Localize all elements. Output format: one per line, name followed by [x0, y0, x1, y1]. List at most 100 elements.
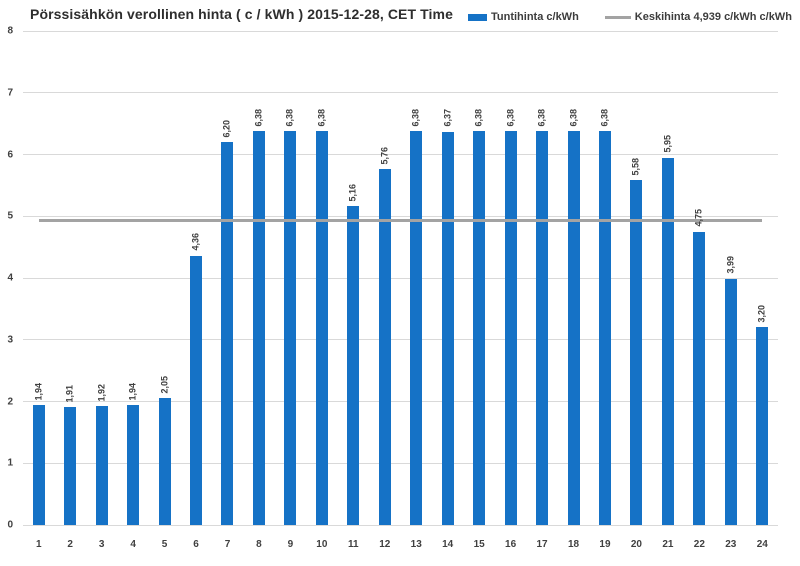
- bar: [536, 131, 549, 525]
- average-price-line: [38, 218, 763, 222]
- x-tick-label: 8: [256, 539, 262, 550]
- gridline: [23, 524, 778, 526]
- bar: [221, 142, 234, 525]
- bar: [693, 231, 706, 525]
- x-tick-label: 6: [193, 539, 199, 550]
- x-tick-label: 11: [348, 539, 359, 550]
- bar: [378, 169, 391, 525]
- legend-label-hourly-price: Tuntihinta c/kWh: [491, 11, 579, 23]
- x-tick-label: 2: [67, 539, 73, 550]
- bar: [190, 255, 203, 525]
- legend-item-average-price: Keskihinta 4,939 c/kWh c/kWh: [604, 11, 792, 23]
- bar-value-label: 6,38: [316, 108, 327, 127]
- y-tick-label: 5: [7, 210, 13, 222]
- gridline: [23, 401, 778, 402]
- bar-value-label: 6,38: [284, 108, 295, 127]
- x-tick-label: 22: [693, 539, 705, 550]
- bar-value-label: 6,38: [568, 108, 579, 127]
- x-tick-label: 14: [442, 539, 454, 550]
- bar: [64, 407, 77, 525]
- bar-value-label: 3,99: [725, 256, 736, 274]
- bar-value-label: 6,38: [410, 108, 421, 127]
- bar-value-label: 4,75: [693, 209, 704, 227]
- bar-value-label: 6,20: [221, 119, 232, 138]
- chart-title: Pörssisähkön verollinen hinta ( c / kWh …: [30, 6, 453, 22]
- plot-area: 0 1 2 3 4 5 6 7 8 1,94 1 1,91 2 1,92 3 1,94 4 2,05 5 4,36 6 6…: [7, 26, 778, 550]
- bar: [504, 131, 517, 525]
- bar-value-label: 1,91: [64, 384, 75, 403]
- bar: [473, 131, 486, 525]
- gridline: [23, 154, 778, 155]
- x-tick-label: 17: [536, 539, 548, 550]
- y-tick-label: 0: [7, 519, 13, 531]
- y-tick-label: 4: [7, 272, 13, 284]
- bar-value-label: 6,38: [253, 108, 264, 127]
- x-tick-label: 19: [599, 539, 611, 550]
- bar: [284, 131, 297, 525]
- x-tick-label: 15: [473, 539, 485, 550]
- bar: [32, 405, 45, 525]
- bar: [598, 131, 611, 525]
- gridline: [23, 92, 778, 94]
- bar-value-label: 6,37: [442, 109, 453, 127]
- bar-value-label: 5,76: [379, 146, 390, 165]
- bar-value-label: 6,38: [599, 108, 610, 127]
- bar-value-label: 6,38: [505, 108, 516, 127]
- gridline: [23, 462, 778, 464]
- y-tick-label: 3: [7, 334, 13, 346]
- bar-value-label: 1,94: [127, 382, 138, 401]
- bar-value-label: 1,92: [96, 383, 107, 402]
- x-tick-label: 20: [630, 539, 642, 550]
- bar: [630, 180, 643, 525]
- x-tick-label: 18: [567, 539, 580, 550]
- x-tick-label: 13: [410, 539, 422, 550]
- bar: [315, 131, 328, 525]
- bar: [410, 131, 423, 525]
- bar-value-label: 5,58: [630, 157, 641, 176]
- gridline: [23, 30, 778, 32]
- bar-value-label: 6,38: [473, 108, 484, 127]
- x-tick-label: 21: [662, 539, 674, 550]
- bar-value-label: 2,05: [159, 375, 170, 394]
- x-tick-label: 16: [505, 539, 517, 550]
- y-tick-label: 7: [7, 87, 13, 99]
- bar: [567, 131, 580, 525]
- bar-value-label: 4,36: [190, 233, 201, 251]
- bar: [127, 405, 140, 525]
- x-tick-label: 9: [287, 539, 294, 550]
- x-tick-label: 3: [98, 539, 105, 550]
- legend: Tuntihinta c/kWh Keskihinta 4,939 c/kWh …: [468, 11, 792, 23]
- y-tick-label: 8: [7, 25, 13, 37]
- x-tick-label: 5: [161, 539, 168, 550]
- y-tick-label: 1: [7, 457, 13, 469]
- legend-item-hourly-price: Tuntihinta c/kWh: [468, 11, 579, 23]
- gridline: [23, 277, 778, 279]
- bar-series-swatch-icon: [468, 13, 487, 21]
- bar: [724, 278, 737, 525]
- x-tick-label: 24: [756, 539, 768, 550]
- bar: [441, 131, 454, 525]
- bar-value-label: 1,94: [33, 382, 44, 401]
- line-series-swatch-icon: [604, 15, 631, 19]
- y-tick-label: 2: [7, 396, 13, 407]
- gridline: [23, 339, 778, 341]
- bar-value-label: 6,38: [536, 108, 547, 127]
- bar-value-label: 3,20: [756, 304, 767, 323]
- bar: [347, 206, 360, 525]
- bar: [661, 157, 674, 525]
- x-tick-label: 4: [130, 539, 136, 550]
- x-tick-label: 23: [725, 539, 737, 550]
- x-tick-label: 12: [379, 539, 391, 550]
- x-tick-label: 7: [224, 539, 231, 550]
- gridline: [23, 215, 778, 217]
- bar-value-label: 5,16: [347, 183, 358, 202]
- y-tick-label: 6: [7, 149, 13, 160]
- bar: [252, 131, 265, 525]
- x-tick-label: 1: [35, 539, 42, 550]
- bar: [95, 406, 108, 525]
- x-tick-label: 10: [316, 539, 328, 550]
- legend-label-average-price: Keskihinta 4,939 c/kWh c/kWh: [634, 11, 792, 23]
- bar: [158, 398, 171, 525]
- bar-value-label: 5,95: [662, 135, 673, 153]
